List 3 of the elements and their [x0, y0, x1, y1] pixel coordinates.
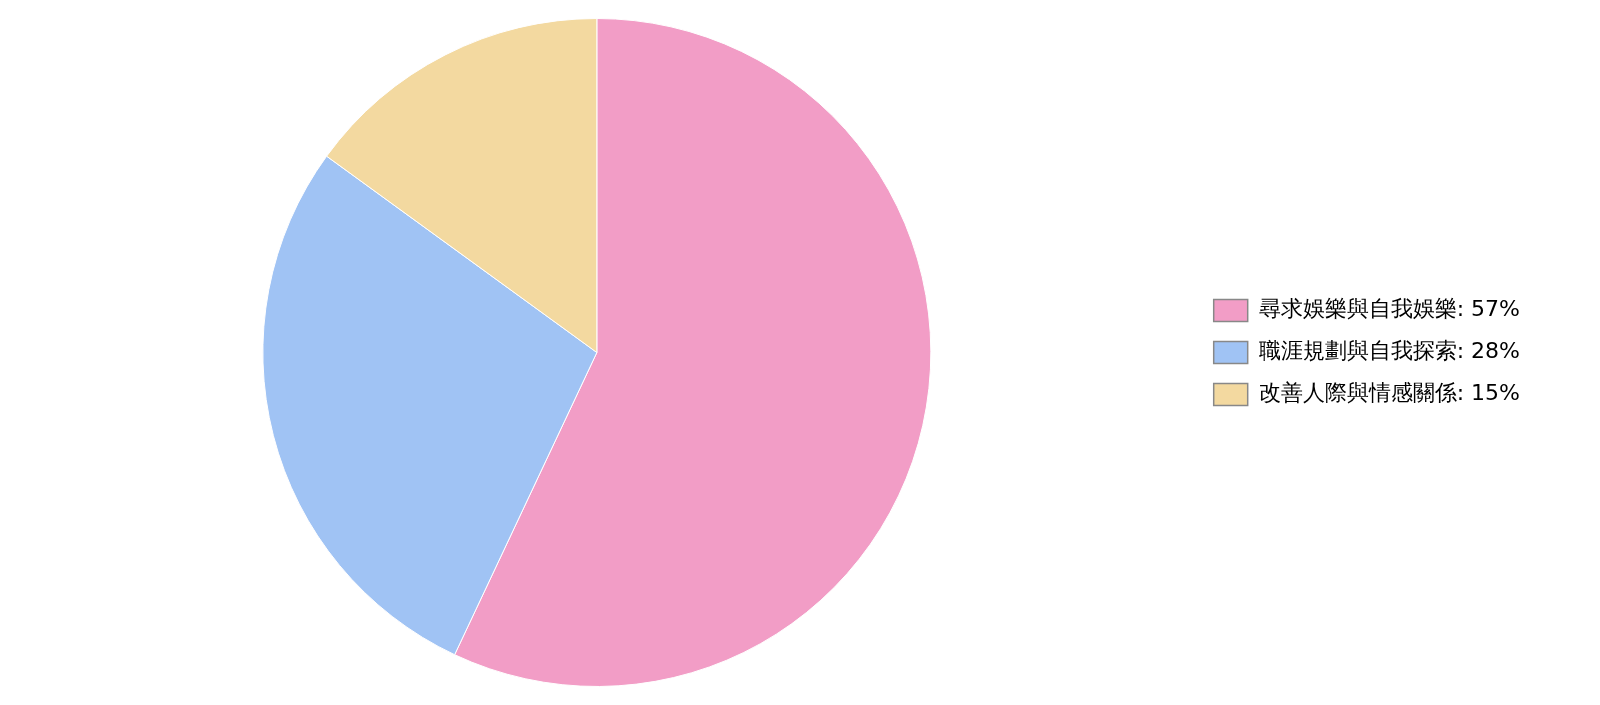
legend-label: 尋求娛樂與自我娛樂: 57% — [1258, 296, 1521, 322]
legend-label: 職涯規劃與自我探索: 28% — [1258, 338, 1521, 364]
legend-label: 改善人際與情感關係: 15% — [1258, 380, 1521, 406]
